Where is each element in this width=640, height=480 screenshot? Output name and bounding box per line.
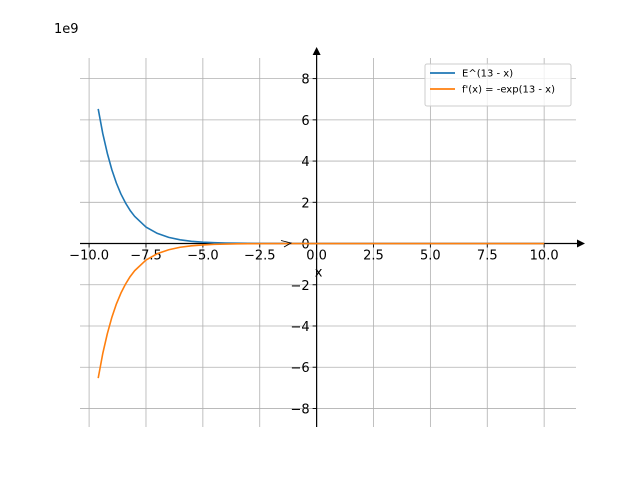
series-line-0 bbox=[97, 108, 545, 245]
x-tick-label: −5.0 bbox=[187, 249, 219, 264]
x-tick-label: −2.5 bbox=[244, 249, 276, 264]
y-tick-label: 0 bbox=[301, 238, 309, 253]
x-tick-label: 5.0 bbox=[420, 249, 441, 264]
y-tick-label: −4 bbox=[290, 320, 309, 335]
x-tick-label: 10.0 bbox=[530, 249, 559, 264]
legend-label: E^(13 - x) bbox=[462, 69, 513, 80]
x-axis-label: x bbox=[315, 266, 323, 281]
y-tick-label: 4 bbox=[301, 155, 309, 170]
legend-box bbox=[424, 63, 572, 107]
series bbox=[97, 108, 545, 379]
x-tick-label: 2.5 bbox=[363, 249, 384, 264]
y-scale-exponent: 1e9 bbox=[54, 22, 79, 37]
series-line-1 bbox=[97, 242, 545, 379]
x-tick-label: 7.5 bbox=[477, 249, 498, 264]
x-axis-arrow-icon bbox=[577, 239, 585, 248]
y-axis-arrow-icon bbox=[312, 47, 321, 55]
grid bbox=[80, 58, 576, 427]
legend: E^(13 - x) f'(x) = -exp(13 - x) bbox=[424, 63, 572, 107]
x-tick-label: 0.0 bbox=[306, 249, 327, 264]
y-tick-label: 8 bbox=[301, 73, 309, 88]
x-tick-label: −10.0 bbox=[69, 249, 109, 264]
x-tick-label: −7.5 bbox=[130, 249, 162, 264]
y-tick-label: 2 bbox=[301, 196, 309, 211]
ticks: −10.0 −7.5 −5.0 −2.5 0.0 2.5 5.0 7.5 10.0 −8 −6 −4 −… bbox=[69, 73, 558, 418]
y-tick-label: 6 bbox=[301, 114, 309, 129]
legend-label: f'(x) = -exp(13 - x) bbox=[462, 85, 555, 96]
x-label-arrow-mark bbox=[280, 240, 293, 248]
y-tick-label: −6 bbox=[290, 361, 309, 376]
y-tick-label: −8 bbox=[290, 402, 309, 417]
y-tick-label: −2 bbox=[290, 279, 309, 294]
